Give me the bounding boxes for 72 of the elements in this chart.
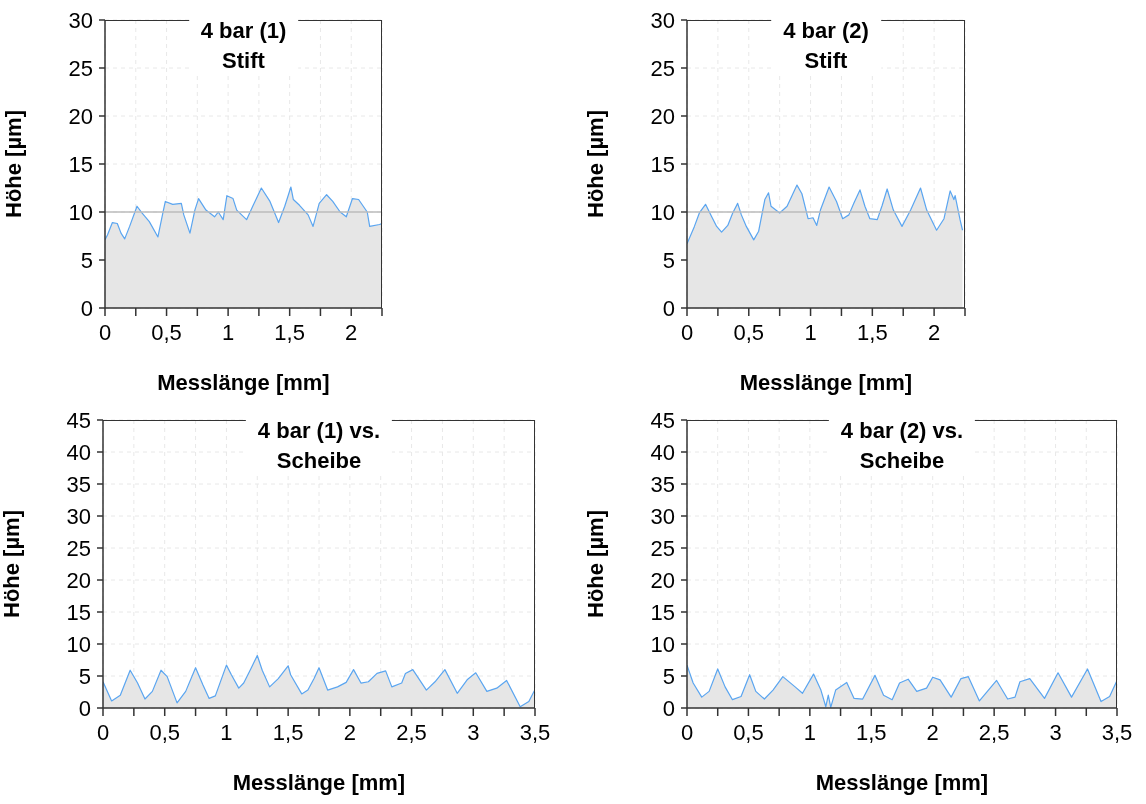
x-axis-title: Messlänge [mm] xyxy=(232,770,406,795)
x-tick-label: 2 xyxy=(343,719,356,745)
y-tick-label: 5 xyxy=(80,247,93,273)
y-axis-title: Höhe [µm] xyxy=(0,109,26,219)
x-tick-label: 3 xyxy=(1049,719,1062,745)
y-tick-label: 40 xyxy=(66,439,91,465)
y-tick-label: 30 xyxy=(650,503,675,529)
text: 3,5 xyxy=(1101,719,1133,745)
y-tick-label: 15 xyxy=(68,151,93,177)
x-tick-label: 2 xyxy=(927,319,941,345)
y-tick-label: 35 xyxy=(650,471,675,497)
y-tick-label: 15 xyxy=(650,599,675,625)
y-tick-label: 20 xyxy=(68,103,93,129)
x-tick-label: 0 xyxy=(680,719,694,745)
x-tick-label: 0 xyxy=(680,319,694,345)
x-tick-label: 2 xyxy=(926,719,939,745)
y-tick-label: 30 xyxy=(68,7,93,33)
text: 1,5 xyxy=(272,719,304,745)
y-tick-label: 5 xyxy=(662,663,675,689)
y-tick-label: 40 xyxy=(650,439,675,465)
text: 4 bar (1) Stift xyxy=(200,17,287,75)
y-axis-title: Höhe [µm] xyxy=(582,109,608,219)
y-tick-label: 5 xyxy=(78,663,91,689)
y-tick-label: 0 xyxy=(662,695,675,721)
x-tick-label: 0 xyxy=(96,719,110,745)
y-tick-label: 25 xyxy=(650,55,675,81)
y-tick-label: 0 xyxy=(662,295,675,321)
text: 1,5 xyxy=(855,719,887,745)
y-tick-label: 20 xyxy=(650,103,675,129)
y-tick-label: 0 xyxy=(80,295,93,321)
text: 2,5 xyxy=(396,719,427,745)
text: 2,5 xyxy=(978,719,1010,745)
y-tick-label: 30 xyxy=(650,7,675,33)
y-tick-label: 20 xyxy=(66,567,91,593)
text: 0,5 xyxy=(733,319,765,345)
text: 0,5 xyxy=(149,719,181,745)
text: 0,5 xyxy=(151,319,182,345)
y-axis-title: Höhe [µm] xyxy=(582,509,608,619)
x-axis-title: Messlänge [mm] xyxy=(739,370,913,395)
text: 0,5 xyxy=(733,719,764,745)
y-tick-label: 25 xyxy=(650,535,675,561)
text: 4 bar (2) vs. Scheibe xyxy=(840,417,964,475)
y-tick-label: 45 xyxy=(650,407,675,433)
y-tick-label: 10 xyxy=(66,631,91,657)
text: 4 bar (1) vs. Scheibe xyxy=(257,417,381,475)
y-tick-label: 5 xyxy=(662,247,675,273)
y-tick-label: 30 xyxy=(66,503,91,529)
y-tick-label: 45 xyxy=(66,407,91,433)
x-tick-label: 1 xyxy=(803,719,816,745)
y-tick-label: 25 xyxy=(66,535,91,561)
text: 1,5 xyxy=(857,319,888,345)
x-tick-label: 3 xyxy=(467,719,480,745)
y-tick-label: 0 xyxy=(78,695,91,721)
x-tick-label: 1 xyxy=(220,719,233,745)
y-tick-label: 10 xyxy=(650,199,675,225)
y-axis-title: Höhe [µm] xyxy=(0,509,24,619)
x-tick-label: 1 xyxy=(221,319,235,345)
text: 4 bar (2) Stift xyxy=(783,17,869,75)
text: 3,5 xyxy=(519,719,551,745)
text: 1,5 xyxy=(274,319,305,345)
x-tick-label: 2 xyxy=(345,319,358,345)
x-axis-title: Messlänge [mm] xyxy=(157,370,330,395)
y-tick-label: 20 xyxy=(650,567,675,593)
y-tick-label: 15 xyxy=(66,599,91,625)
y-tick-label: 10 xyxy=(650,631,675,657)
y-tick-label: 35 xyxy=(66,471,91,497)
y-tick-label: 15 xyxy=(650,151,675,177)
y-tick-label: 25 xyxy=(68,55,93,81)
x-axis-title: Messlänge [mm] xyxy=(815,770,989,795)
x-tick-label: 1 xyxy=(804,319,817,345)
y-tick-label: 10 xyxy=(68,199,93,225)
x-tick-label: 0 xyxy=(98,319,112,345)
